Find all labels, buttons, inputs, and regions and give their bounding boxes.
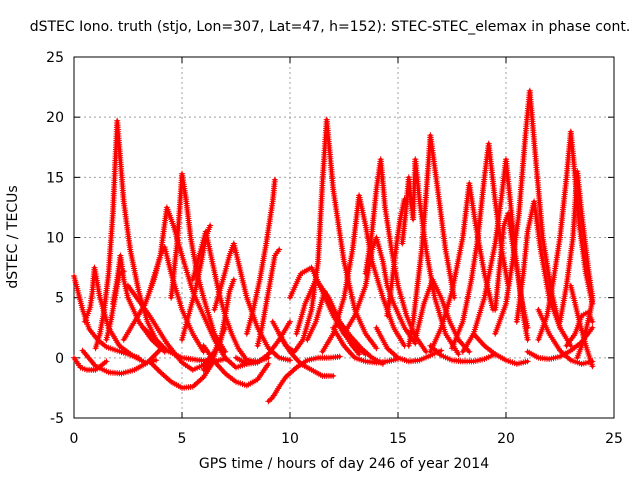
x-tick-label: 15 [389, 431, 407, 447]
y-tick-label: 25 [46, 50, 64, 66]
series-47 [557, 168, 596, 325]
x-tick-label: 20 [497, 431, 515, 447]
data-point [153, 357, 160, 364]
series-30 [330, 324, 401, 366]
data-point [589, 318, 596, 325]
data-point [265, 360, 272, 367]
data-point [524, 358, 531, 365]
y-tick-label: 15 [46, 170, 64, 186]
series-35 [405, 132, 458, 349]
series-18 [200, 276, 237, 373]
series-23 [269, 116, 380, 355]
series-43 [492, 87, 563, 337]
series-24 [276, 330, 337, 379]
data-point [373, 345, 380, 352]
x-axis-label: GPS time / hours of day 246 of year 2014 [198, 456, 490, 472]
y-tick-label: 5 [55, 291, 64, 307]
data-point [336, 353, 343, 360]
series-19 [243, 176, 278, 337]
series-29 [341, 234, 419, 347]
series-21 [233, 318, 293, 367]
series-16 [200, 342, 272, 389]
series-27 [304, 288, 363, 358]
data-point [271, 176, 278, 183]
series-13 [146, 357, 218, 391]
data-point [466, 348, 473, 355]
data-point [207, 222, 214, 229]
data-point [330, 372, 337, 379]
y-tick-label: -5 [50, 411, 64, 427]
y-tick-label: 10 [46, 231, 64, 247]
y-tick-label: 20 [46, 110, 64, 126]
series-20 [254, 246, 283, 349]
series-36 [412, 276, 473, 355]
data-point [222, 348, 229, 355]
y-tick-label: 0 [55, 351, 64, 367]
data-point [589, 363, 596, 370]
data-point [589, 297, 596, 304]
data-point [103, 358, 110, 365]
series-12 [168, 170, 229, 355]
data-point [276, 246, 283, 253]
data-point [230, 276, 237, 283]
data-point [455, 351, 462, 358]
data-point [287, 357, 293, 364]
data-marks [71, 87, 596, 405]
x-tick-label: 25 [605, 431, 623, 447]
series-51 [574, 297, 596, 361]
chart-title: dSTEC Iono. truth (stjo, Lon=307, Lat=47… [29, 19, 631, 35]
x-tick-label: 10 [281, 431, 299, 447]
x-tick-label: 5 [178, 431, 187, 447]
series-38 [427, 342, 499, 365]
data-point [356, 351, 363, 358]
data-point [287, 318, 293, 325]
series-42 [470, 330, 531, 367]
ticks: 0 5 10 15 20 25 -5 0 5 10 15 20 25 [46, 50, 623, 447]
data-point [524, 336, 531, 343]
data-point [589, 324, 596, 331]
series-22 [265, 353, 343, 405]
y-axis-label: dSTEC / TECUs [5, 185, 21, 289]
x-tick-label: 0 [70, 431, 79, 447]
series-44 [513, 198, 574, 349]
series-48 [535, 306, 596, 367]
